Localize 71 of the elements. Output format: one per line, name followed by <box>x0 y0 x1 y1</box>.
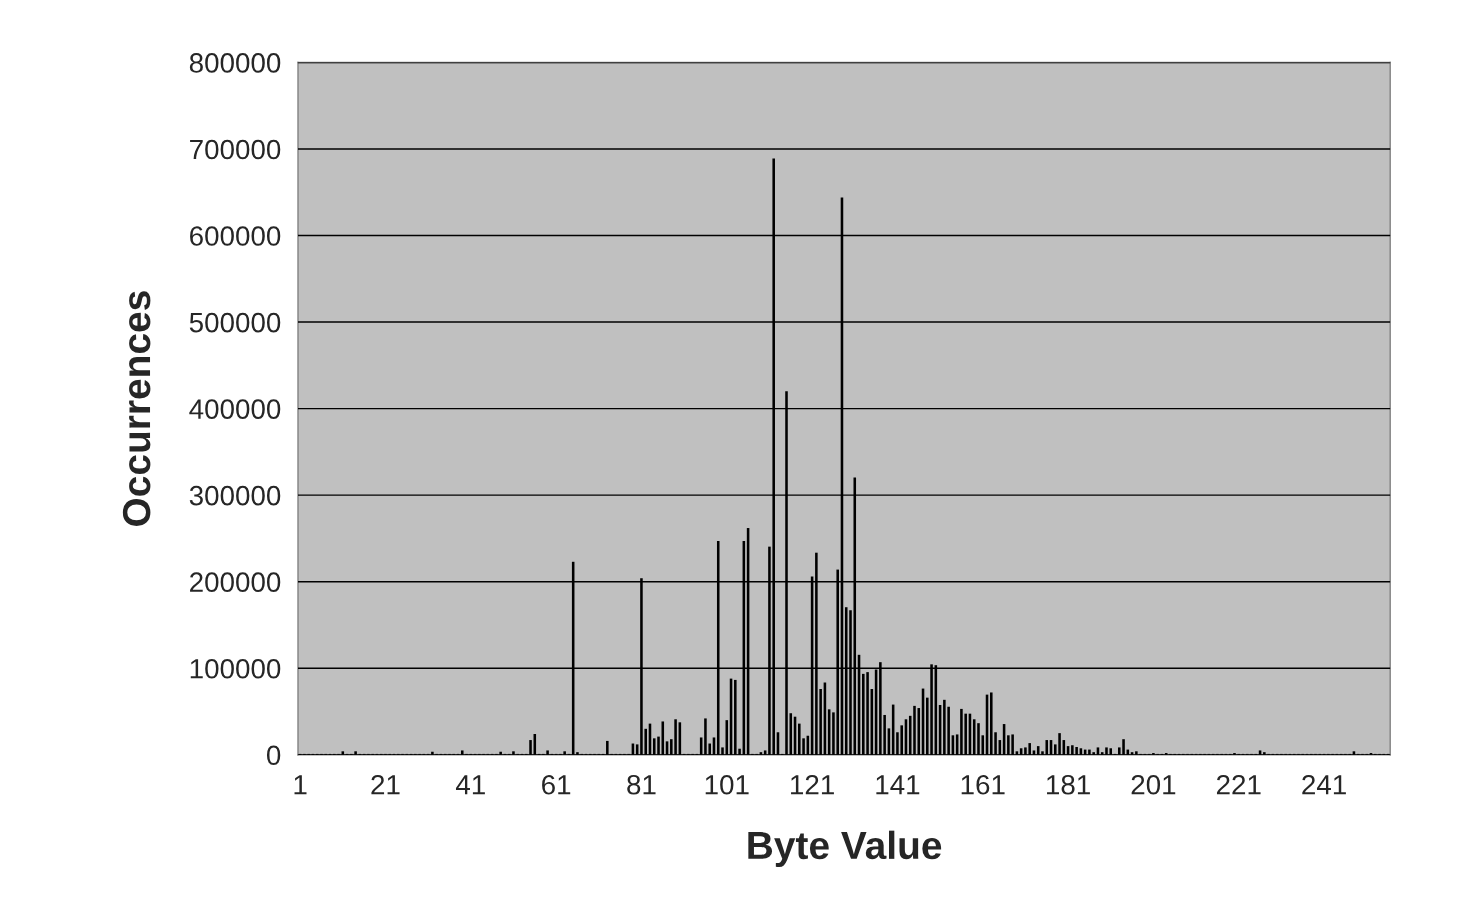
bar <box>1088 749 1091 755</box>
x-tick-label: 41 <box>455 775 485 795</box>
y-tick-label: 800000 <box>189 53 281 73</box>
bar <box>563 751 566 755</box>
bar <box>943 699 946 755</box>
bar <box>512 751 515 755</box>
x-tick-label: 201 <box>1131 774 1176 795</box>
bar <box>972 719 976 755</box>
bar <box>917 708 921 755</box>
y-tick-label: 700000 <box>190 139 281 160</box>
x-tick-label: 101 <box>705 774 749 795</box>
bar <box>1092 752 1095 755</box>
bar <box>725 720 729 755</box>
bar <box>606 740 609 755</box>
x-tick-label: 61 <box>542 774 571 795</box>
bar <box>1263 752 1266 755</box>
y-tick-label: 300000 <box>189 485 281 506</box>
y-tick-label: 200000 <box>190 572 281 593</box>
bar <box>798 723 801 755</box>
y-tick-label: 400000 <box>189 399 281 419</box>
x-tick-label: 121 <box>791 774 834 795</box>
bar <box>862 673 865 755</box>
bar <box>460 750 464 755</box>
bar <box>1058 733 1061 755</box>
bar <box>1028 743 1031 755</box>
bar <box>990 692 993 755</box>
x-tick-label: 141 <box>876 775 920 795</box>
bar <box>977 723 980 755</box>
bar <box>763 750 767 755</box>
y-tick-label: 500000 <box>189 312 281 333</box>
x-axis-title: Byte Value <box>748 830 942 867</box>
bar <box>1109 748 1113 755</box>
bar <box>1045 740 1049 755</box>
bar <box>499 751 502 755</box>
y-tick-label: 0 <box>266 745 281 766</box>
bar <box>431 751 434 755</box>
bar <box>1075 746 1078 755</box>
x-tick-label: 21 <box>371 774 400 795</box>
bar <box>546 750 549 755</box>
bar <box>1036 746 1040 755</box>
y-axis-title: Occurrences <box>122 291 151 526</box>
y-tick-label: 600000 <box>190 226 281 246</box>
bar <box>1135 751 1138 755</box>
y-tick-label: 100000 <box>190 658 281 679</box>
bar <box>1122 739 1125 755</box>
bar <box>354 751 357 755</box>
bar <box>1007 735 1010 755</box>
bar <box>652 738 656 755</box>
bar <box>674 719 677 755</box>
bar <box>1258 750 1262 755</box>
bar <box>1071 745 1074 755</box>
bar <box>576 752 579 755</box>
bar <box>529 740 532 755</box>
bar <box>960 708 963 755</box>
bar <box>1032 750 1036 755</box>
x-tick-label: 1 <box>294 775 307 795</box>
x-tick-label: 221 <box>1216 774 1261 795</box>
bar <box>661 721 665 755</box>
x-tick-label: 181 <box>1047 774 1090 795</box>
bar <box>1024 747 1027 755</box>
bar <box>1105 747 1108 755</box>
x-tick-label: 161 <box>961 774 1005 795</box>
bar <box>704 718 707 755</box>
bar <box>964 713 967 755</box>
bar <box>900 725 903 755</box>
bar <box>734 679 737 755</box>
bar <box>1011 734 1014 755</box>
x-tick-label: 81 <box>627 774 656 795</box>
bar <box>866 672 869 755</box>
bar <box>913 705 916 755</box>
x-tick-label: 241 <box>1302 774 1346 795</box>
